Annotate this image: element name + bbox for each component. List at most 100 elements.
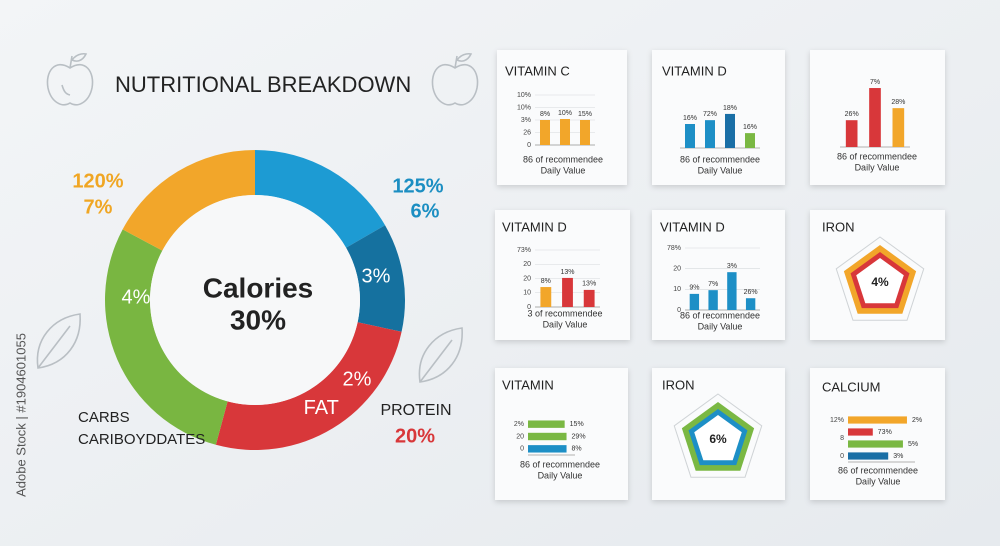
axis-label: 20 <box>673 266 681 273</box>
bar-annotation: 15% <box>570 421 584 428</box>
bar-annotation: 28% <box>891 99 905 106</box>
bar <box>528 445 567 453</box>
bar <box>705 120 715 148</box>
annotation: CARBS <box>78 409 130 426</box>
axis-label: 0 <box>527 142 531 149</box>
panel-title: VITAMIN C <box>505 63 570 78</box>
bar <box>848 416 907 424</box>
radar-frame <box>835 236 925 321</box>
panel-title: VITAMIN D <box>502 219 567 234</box>
bar-annotation: 9% <box>689 285 699 292</box>
bar <box>580 120 590 145</box>
panel-title: VITAMIN D <box>662 63 727 78</box>
caption: Daily Value <box>698 321 743 331</box>
bar-annotation: 13% <box>582 281 596 288</box>
annotation: PROTEIN <box>380 402 451 419</box>
bar <box>869 88 881 147</box>
panel-title: CALCIUM <box>822 379 881 394</box>
donut-segment <box>104 229 228 445</box>
segment-label: FAT <box>304 397 339 419</box>
axis-label: 10% <box>517 104 531 111</box>
radar-frame <box>673 393 763 478</box>
annotation: 7% <box>84 196 113 218</box>
caption: Daily Value <box>541 165 586 175</box>
bar-annotation: 16% <box>743 124 757 131</box>
axis-label: 26 <box>523 129 531 136</box>
caption: 86 of recommendee <box>520 459 600 469</box>
caption: Daily Value <box>855 162 900 172</box>
annotation: 3% <box>362 265 391 287</box>
panel <box>652 50 785 185</box>
leaf-icon <box>36 313 81 369</box>
radar-label: 4% <box>871 275 889 289</box>
bar-annotation: 7% <box>708 281 718 288</box>
bar <box>848 428 873 436</box>
watermark: Adobe Stock | #1904601055 <box>13 333 28 497</box>
panel <box>495 210 630 340</box>
bar-annotation: 8% <box>572 446 582 453</box>
axis-label: 20 <box>523 261 531 268</box>
caption: Daily Value <box>538 470 583 480</box>
bar-annotation: 13% <box>560 269 574 276</box>
axis-label: 8 <box>840 435 844 442</box>
annotation: 2% <box>343 368 372 390</box>
leaf-icon <box>418 327 463 383</box>
panel-title: VITAMIN <box>502 377 554 392</box>
bar <box>725 113 735 148</box>
axis-label: 2% <box>514 421 524 428</box>
bar <box>540 287 552 307</box>
bar <box>689 293 700 310</box>
bar-annotation: 3% <box>727 263 737 270</box>
axis-label: 0 <box>527 304 531 311</box>
axis-label: 20 <box>523 275 531 282</box>
annotation: CARIBOYDDATES <box>78 431 205 448</box>
bar-annotation: 18% <box>723 105 737 112</box>
axis-label: 20 <box>516 433 524 440</box>
bar-annotation: 8% <box>540 111 550 118</box>
annotation: 125% <box>392 175 443 197</box>
bar-annotation: 10% <box>558 110 572 117</box>
axis-label: 12% <box>830 417 844 424</box>
apple-icon <box>431 52 479 106</box>
bar <box>745 133 755 148</box>
axis-label: 73% <box>517 247 531 254</box>
panel <box>810 368 945 500</box>
radar-label: 6% <box>709 432 727 446</box>
axis-label: 10% <box>517 92 531 99</box>
radar-core <box>856 258 904 304</box>
bar-annotation: 26% <box>845 111 859 118</box>
axis-label: 78% <box>667 245 681 252</box>
bar <box>560 119 570 145</box>
bar <box>848 452 889 460</box>
bar <box>540 120 550 145</box>
annotation: 20% <box>395 425 435 447</box>
bar <box>685 124 695 148</box>
bar <box>848 440 903 448</box>
center-label: 30% <box>230 304 286 335</box>
bar-annotation: 2% <box>912 417 922 424</box>
donut-segment <box>215 322 402 450</box>
annotation: 4% <box>122 286 151 308</box>
caption: 3 of recommendee <box>527 308 602 318</box>
bar-annotation: 15% <box>578 111 592 118</box>
bar-annotation: 73% <box>878 429 892 436</box>
bar <box>892 108 905 147</box>
donut-segment <box>122 150 256 251</box>
panel <box>652 210 785 340</box>
bar-annotation: 5% <box>908 441 918 448</box>
center-label: Calories <box>203 272 314 303</box>
axis-label: 3% <box>521 117 531 124</box>
bar <box>745 298 756 310</box>
axis-label: 10 <box>673 286 681 293</box>
caption: 86 of recommendee <box>523 154 603 164</box>
bar <box>727 272 737 310</box>
bar <box>583 289 595 307</box>
chart-title: NUTRITIONAL BREAKDOWN <box>115 72 411 97</box>
panel-title: VITAMIN D <box>660 219 725 234</box>
panel-title: IRON <box>822 219 855 234</box>
bar-annotation: 26% <box>744 289 758 296</box>
donut-segment <box>255 150 386 248</box>
annotation: 6% <box>411 200 440 222</box>
bar <box>562 277 573 307</box>
